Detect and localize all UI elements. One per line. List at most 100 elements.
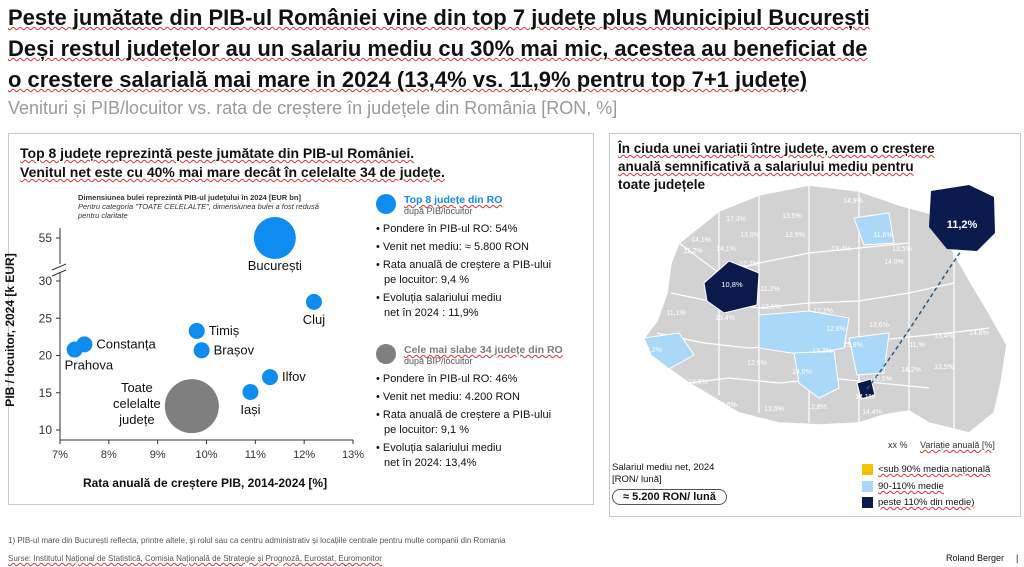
legend-top-item-4: pe locuitor: 9,4 % [384, 274, 469, 286]
legend-top-item-1: • Pondere în PIB-ul RO: 54% [376, 223, 518, 235]
salary-value-badge: ≈ 5.200 RON/ lună [612, 489, 727, 505]
bubble-label-bra-ov: Brașov [214, 342, 255, 357]
y-tick-label: 20 [39, 349, 53, 363]
map-county-value: 13,6% [764, 406, 784, 413]
map-county-medium-5 [853, 212, 895, 246]
bubble-label-bucure-ti: București [248, 258, 302, 273]
footnote: 1) PIB-ul mare din București reflecta, p… [8, 536, 506, 545]
map-county-value: 14,1% [855, 394, 875, 401]
page-marker: | [1016, 553, 1019, 563]
map-county-value: 13,5% [892, 246, 912, 253]
map-county-value: 13,6% [688, 379, 708, 386]
left-heading-line-1: Top 8 județe reprezintă peste jumătate d… [20, 145, 415, 161]
bubble-label-line: Toate [121, 380, 153, 395]
legend-bottom-swatch [376, 344, 396, 364]
bubble-note-line-1: Dimensiunea bulei reprezintă PIB-ul jude… [78, 193, 301, 202]
right-panel [609, 133, 1021, 517]
bubble-toate-celelalte-jude-e [164, 379, 219, 434]
legend-bottom-title: Cele mai slabe 34 județe din RO [404, 344, 563, 356]
map-county-value: 12,8% [807, 404, 827, 411]
title-line-1: Peste jumătate din PIB-ul României vine … [8, 5, 870, 30]
bubble-label-prahova: Prahova [65, 358, 114, 373]
legend-top-item-2: • Venit net mediu: ≈ 5.800 RON [376, 241, 529, 253]
bubble-label-line: județe [118, 412, 154, 427]
map-county-value: 12,8% [826, 326, 846, 333]
salary-label-line-1: Salariul mediu net, 2024 [612, 462, 715, 473]
brand-name: Roland Berger [946, 553, 1005, 563]
legend-top-item-3: • Rata anuală de creștere a PIB-ului [376, 259, 552, 271]
map-county-value: 13,4% [715, 315, 735, 322]
map-legend-swatch-low [862, 464, 873, 475]
right-heading-line-1: În ciuda unei variații între județe, ave… [618, 141, 935, 156]
legend-top-subtitle: după PIB/locuitor [404, 206, 473, 216]
legend-top-swatch [376, 194, 396, 214]
map-county-value: 13,6% [717, 402, 737, 409]
legend-bottom-item-1: • Pondere în PIB-ul RO: 46% [376, 373, 518, 385]
bubble-note-line-2: Pentru categoria "TOATE CELELALTE", dime… [78, 202, 319, 211]
x-tick-label: 13% [342, 449, 364, 461]
map-legend-label-mid: 90-110% medie [878, 481, 944, 492]
bubble-label-ilfov: Ilfov [282, 369, 306, 384]
legend-top-item-5: • Evoluția salariului mediu [376, 292, 502, 304]
map-county-value: 17,3% [726, 216, 746, 223]
x-tick-label: 11% [245, 449, 266, 461]
y-tick-label: 25 [39, 311, 53, 325]
bubble-prahova [66, 341, 83, 358]
bubble-chart: 7% 8% 9% 10% 11% 12% 13% 10 15 20 25 30 55 Rata anual… [3, 217, 364, 490]
map-county-medium-1 [643, 332, 695, 370]
legend-top-item-6: net în 2024 : 11,9% [384, 307, 479, 319]
right-heading-line-2: anuală semnificativă a salariului mediu … [618, 159, 914, 174]
map-legend-swatch-high [862, 497, 873, 508]
map-county-value: 13,5% [934, 364, 954, 371]
x-tick-label: 9% [150, 449, 166, 461]
legend-bottom-item-4: pe locuitor: 9,1 % [384, 424, 469, 436]
map-county-value: 11,1% [666, 310, 685, 317]
y-tick-label: 30 [39, 274, 53, 288]
map-county-value: 12,5% [747, 360, 767, 367]
map-county-value: 14,2% [901, 367, 921, 374]
map-county-value: 11,2% [683, 248, 702, 255]
source-note: Surse: Institutul Național de Statistică… [8, 554, 382, 563]
x-tick-label: 8% [101, 449, 117, 461]
right-heading-line-3: toate județele [618, 177, 706, 192]
bubble-label-constan-a: Constanța [96, 336, 156, 351]
map-county-value: 12,1% [813, 308, 833, 315]
map-county-value: 13,5% [872, 376, 892, 383]
y-tick-label: 15 [39, 386, 53, 400]
bubble-label-ia-i: Iași [240, 402, 260, 417]
bubble-label-cluj: Cluj [303, 312, 326, 327]
map-county-labels: 17,3% 13,5% 14,9% 14,1% 13,8% 13,9% 11,6% 11,2%… [642, 198, 989, 413]
bubble-note-line-3: pentru claritate [78, 211, 128, 220]
variation-label: Variație anuală [%] [920, 440, 995, 450]
left-panel [8, 133, 594, 505]
x-tick-label: 7% [52, 449, 68, 461]
y-tick-label: 10 [39, 423, 53, 437]
bubble-bra-ov [193, 342, 210, 359]
map-county-value: 14,1% [716, 246, 736, 253]
title-line-3: o crestere salarială mai mare in 2024 (1… [8, 67, 808, 92]
x-tick-label: 12% [293, 449, 315, 461]
map-ilfov-value: 14,4% [862, 409, 882, 416]
map-county-borders [656, 185, 990, 433]
map-callout-connector [866, 250, 962, 390]
map-county-value: 14,0% [884, 259, 904, 266]
map-county-medium-4 [848, 332, 890, 376]
map-county-ilfov [856, 378, 876, 400]
map-county-value: 14,0% [792, 369, 812, 376]
bubble-label-timi-: Timiș [209, 323, 240, 338]
salary-label-line-2: [RON/ lună] [612, 474, 662, 485]
legend-bottom-item-6: net în 2024: 13,4% [384, 457, 477, 469]
map-county-value: 13,8% [740, 232, 760, 239]
map-county-value: 13,5% [782, 213, 802, 220]
x-tick-label: 10% [195, 449, 217, 461]
y-axis-title: PIB / locuitor, 2024 [k EUR] [3, 253, 17, 406]
map-legend-swatch-mid [862, 481, 873, 492]
map-cluj-value: 10,8% [721, 280, 743, 289]
bubble-ia-i [242, 384, 259, 401]
map-county-value: 11,2% [760, 286, 779, 293]
map-county-value: 12,2% [642, 347, 662, 354]
map-county-value: 13,3% [812, 348, 832, 355]
romania-map: 11,2% 10,8% 14,4% 17,3% 13,5% 14,9% 14,1% 13… [642, 184, 1008, 434]
map-county-value: 13,4% [831, 246, 851, 253]
map-bucharest-value: 11,2% [947, 219, 978, 231]
